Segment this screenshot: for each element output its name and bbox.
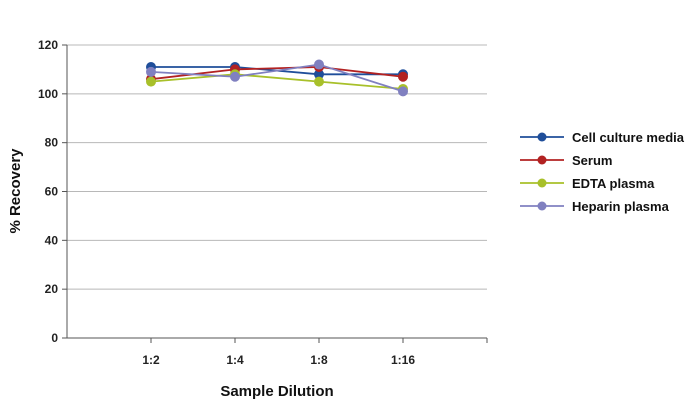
data-point [314,59,324,70]
legend-label: Heparin plasma [572,199,670,214]
series-line [150,63,404,93]
data-point [146,76,156,87]
y-tick-label: 100 [38,87,58,101]
data-point [398,71,408,82]
legend-label: Serum [572,153,612,168]
y-tick-label: 20 [45,282,59,296]
y-tick-label: 0 [51,331,58,345]
x-tick-label: 1:8 [310,353,328,367]
legend-label: EDTA plasma [572,176,655,191]
legend-item: Cell culture media [520,130,685,145]
y-tick-label: 60 [45,185,59,199]
series-heparin-plasma [146,59,408,97]
y-tick-label: 40 [45,233,59,247]
legend-swatch-marker [537,201,547,211]
x-tick-label: 1:2 [142,353,160,367]
data-point [146,66,156,77]
legend-item: EDTA plasma [520,176,655,191]
legend-item: Heparin plasma [520,199,670,214]
legend-swatch-marker [537,132,547,142]
y-tick-label: 120 [38,38,58,52]
y-axis-title: % Recovery [7,148,24,234]
data-point [314,76,324,87]
data-point [398,86,408,97]
data-point [230,71,240,82]
y-tick-label: 80 [45,136,59,150]
series-lines [146,59,408,97]
series-line [150,73,404,90]
x-tick-labels: 1:2 1:4 1:8 1:16 [142,338,488,367]
legend-swatch-marker [537,155,547,165]
legend-label: Cell culture media [572,130,685,145]
legend: Cell culture media Serum EDTA plasma Hepari… [520,130,685,214]
y-tick-labels: 0 20 40 60 80 100 120 [38,38,67,345]
legend-swatch-marker [537,178,547,188]
x-axis-title: Sample Dilution [220,383,333,400]
legend-item: Serum [520,153,612,168]
x-tick-label: 1:4 [226,353,244,367]
x-tick-label: 1:16 [391,353,415,367]
gridlines [67,44,487,290]
